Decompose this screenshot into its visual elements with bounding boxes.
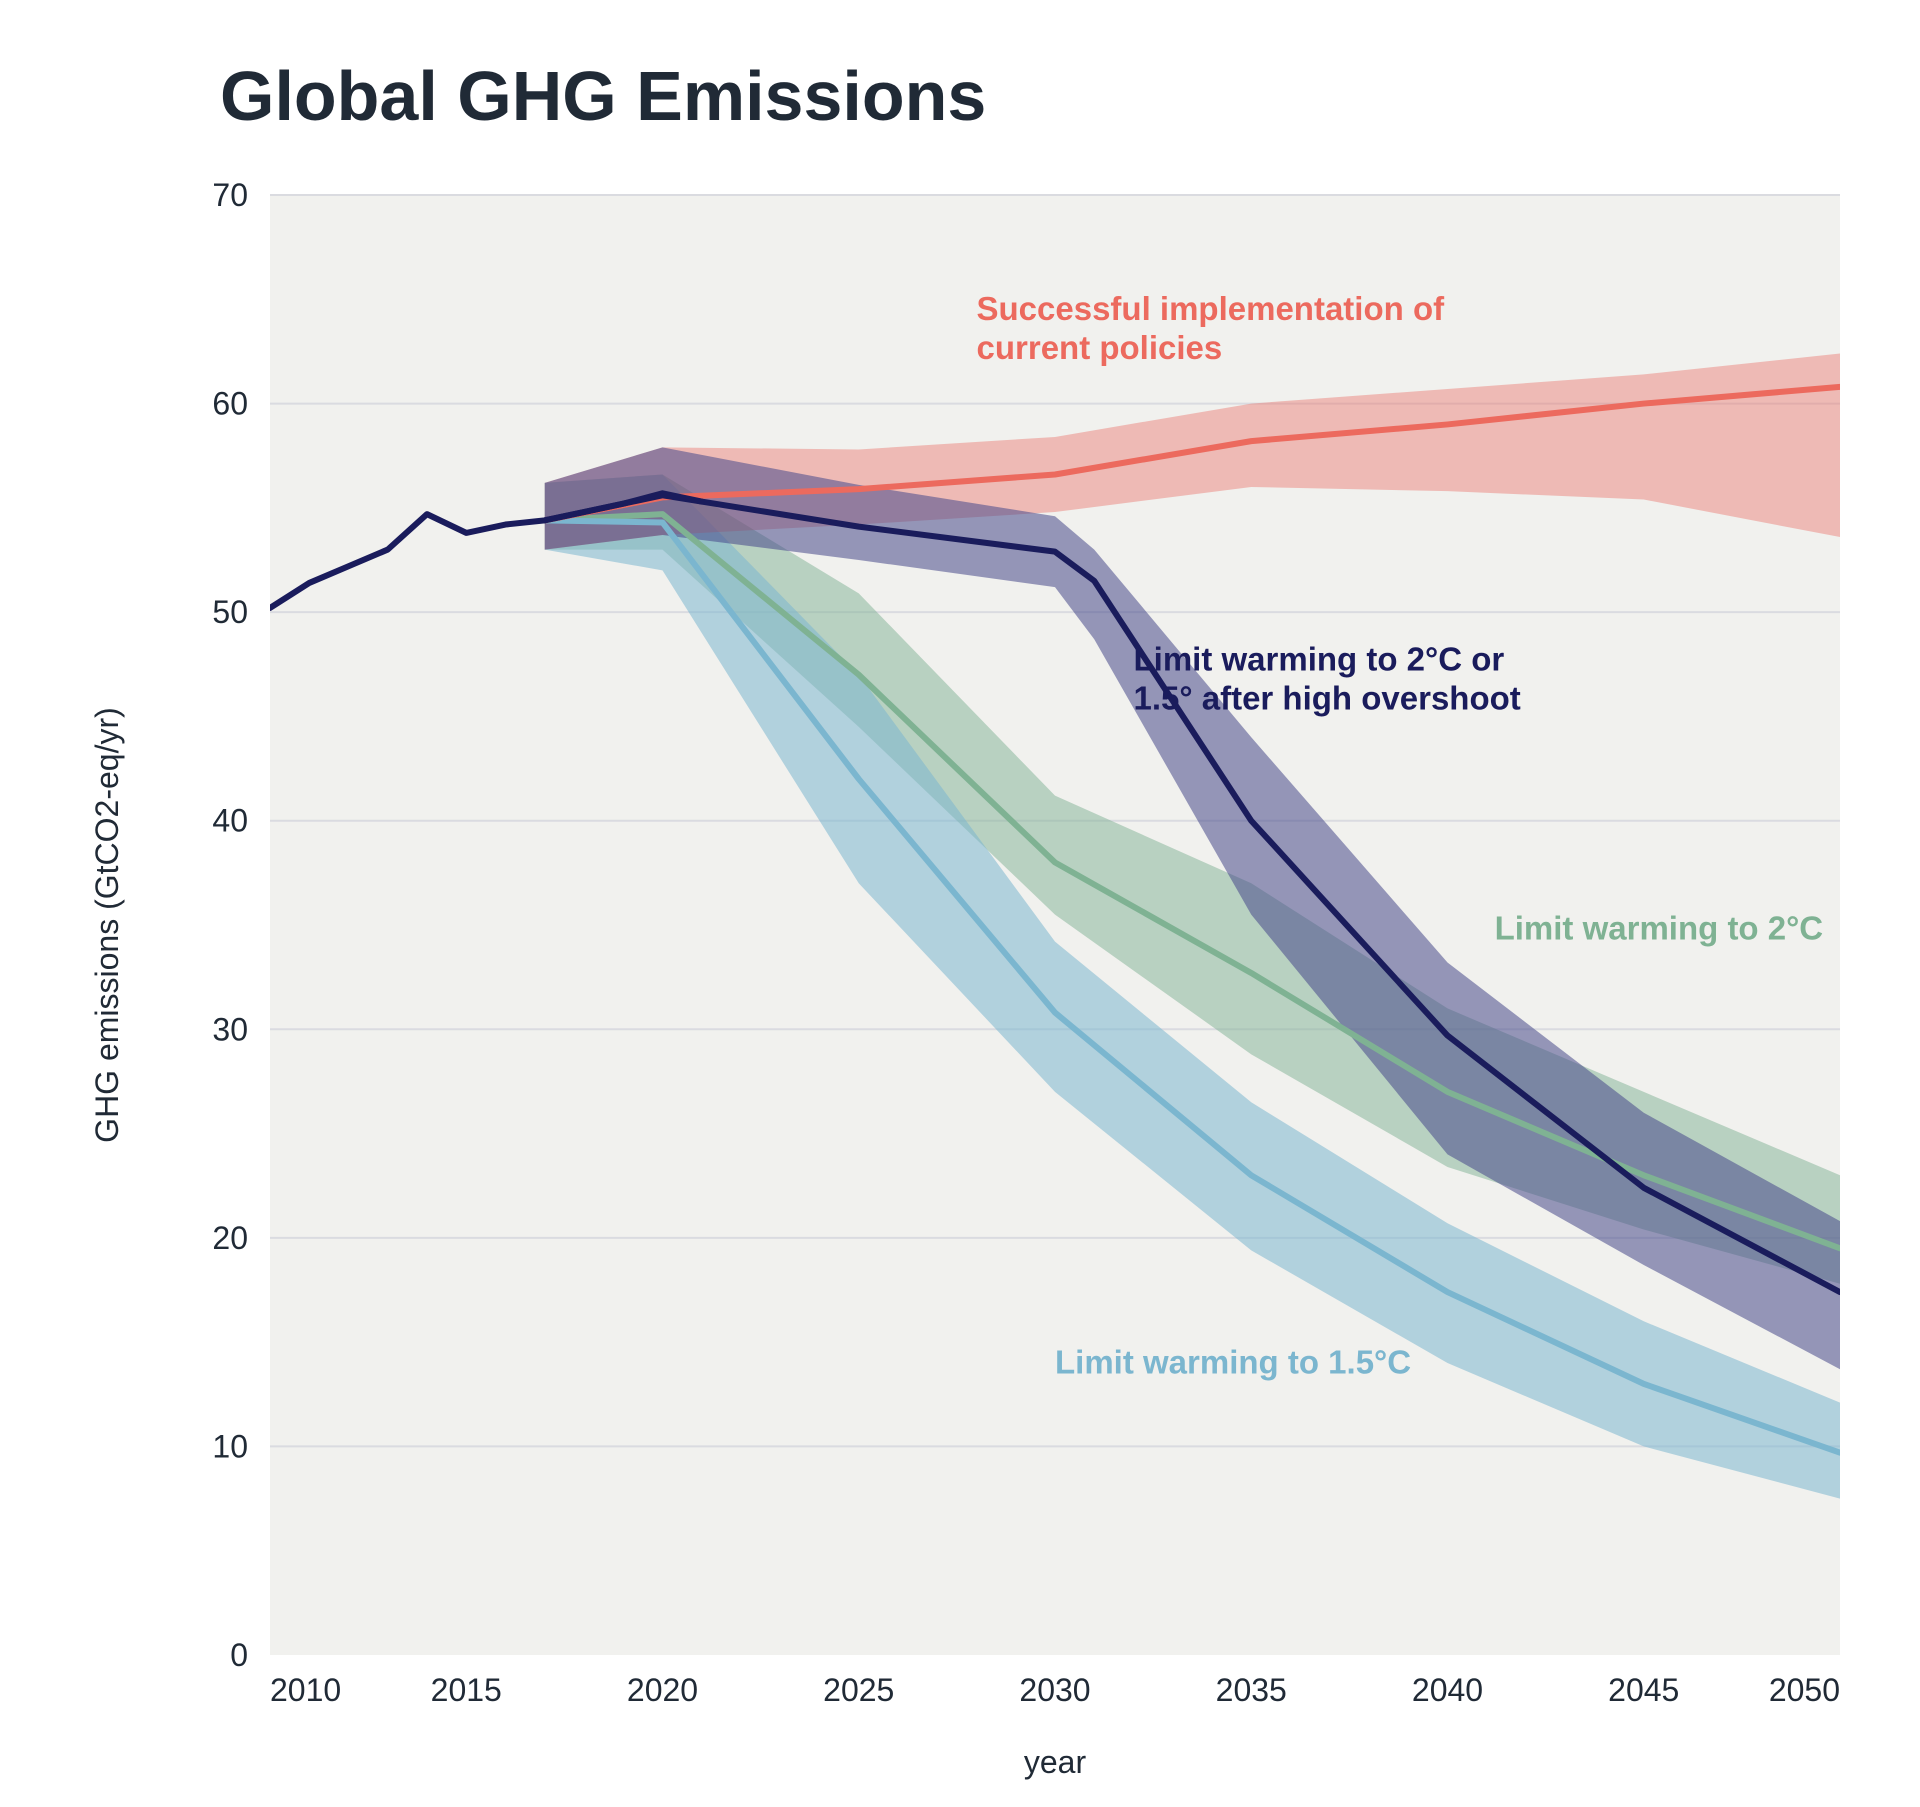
x-tick-label: 2035 (1216, 1672, 1287, 1708)
y-tick-label: 10 (212, 1428, 248, 1464)
limit-1-5c-label: Limit warming to 1.5°C (1055, 1343, 1411, 1380)
y-tick-label: 0 (230, 1637, 248, 1673)
x-tick-label: 2025 (823, 1672, 894, 1708)
y-tick-label: 20 (212, 1220, 248, 1256)
ghg-emissions-chart: Global GHG Emissions01020304050607020102… (0, 0, 1920, 1807)
y-tick-label: 40 (212, 803, 248, 839)
x-axis-label: year (1024, 1744, 1087, 1780)
y-tick-label: 60 (212, 386, 248, 422)
limit-2c-label: Limit warming to 2°C (1495, 910, 1824, 947)
chart-title: Global GHG Emissions (220, 57, 986, 135)
x-tick-label: 2050 (1769, 1672, 1840, 1708)
x-tick-label: 2015 (431, 1672, 502, 1708)
x-tick-label: 2030 (1019, 1672, 1090, 1708)
x-tick-label: 2010 (270, 1672, 341, 1708)
x-tick-label: 2045 (1608, 1672, 1679, 1708)
y-tick-label: 50 (212, 594, 248, 630)
x-tick-label: 2020 (627, 1672, 698, 1708)
limit-2c-or-overshoot-label: Limit warming to 2°C or1.5° after high o… (1134, 641, 1521, 717)
y-axis-label: GHG emissions (GtCO2-eq/yr) (89, 707, 125, 1143)
y-tick-label: 30 (212, 1011, 248, 1047)
x-tick-label: 2040 (1412, 1672, 1483, 1708)
y-tick-label: 70 (212, 177, 248, 213)
